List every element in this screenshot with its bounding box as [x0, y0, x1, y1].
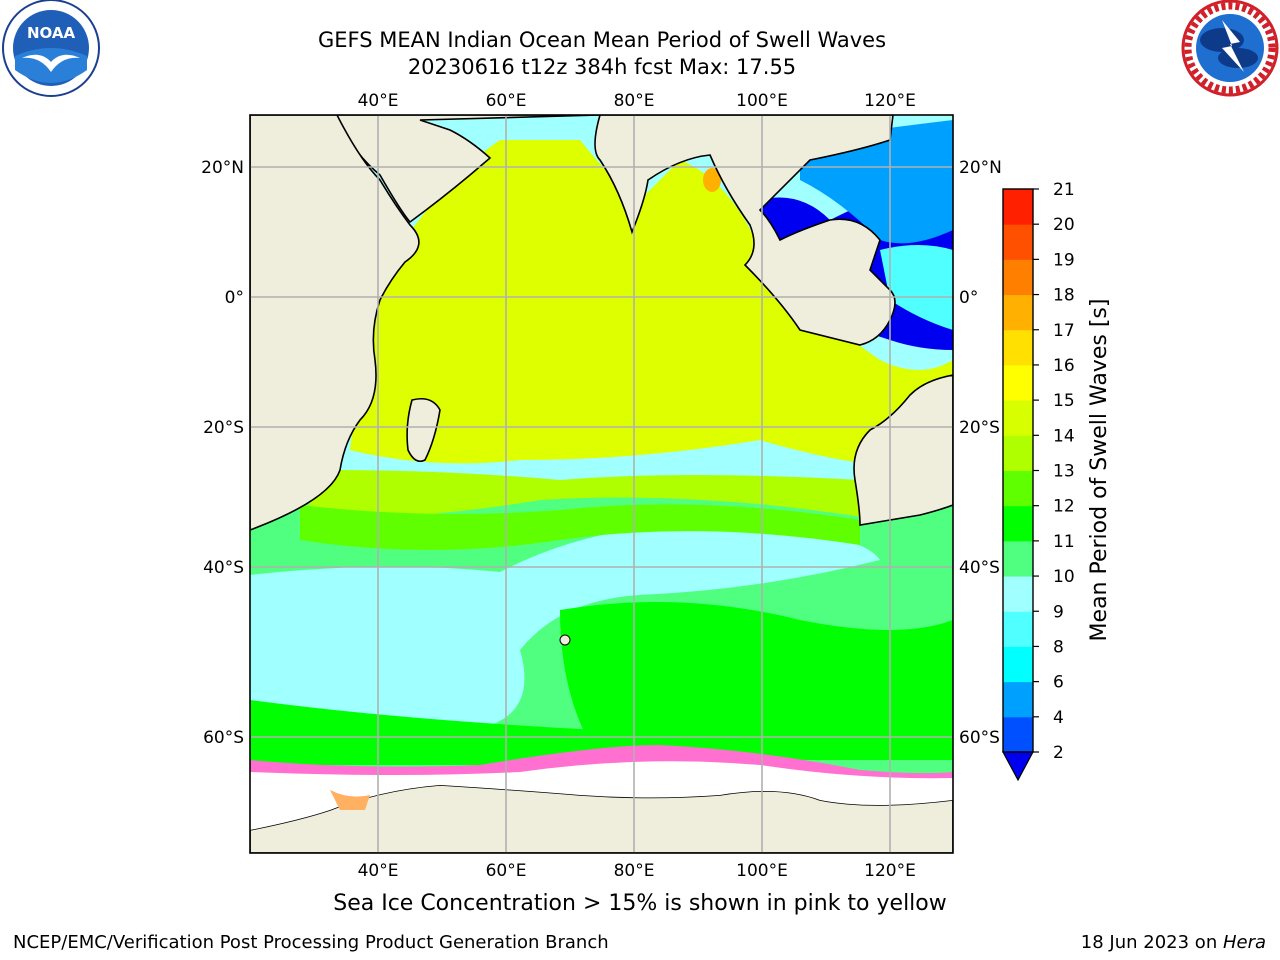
lon-tick-top: 60°E — [486, 91, 527, 111]
lat-tick-right: 0° — [959, 288, 978, 308]
colorbar-swatch — [1003, 224, 1033, 260]
colorbar-tick: 17 — [1053, 321, 1075, 341]
map-area — [250, 115, 953, 853]
footer-credit: NCEP/EMC/Verification Post Processing Pr… — [13, 932, 609, 953]
colorbar-swatch — [1003, 329, 1033, 366]
swell-zone-green-south — [250, 700, 600, 765]
sea-ice-patch-orange — [330, 790, 370, 810]
lat-tick-right: 60°S — [959, 728, 1000, 748]
sea-ice-caption: Sea Ice Concentration > 15% is shown in … — [333, 891, 947, 916]
colorbar-tick: 2 — [1053, 743, 1064, 763]
colorbar-tick: 10 — [1053, 567, 1075, 587]
map-title: GEFS MEAN Indian Ocean Mean Period of Sw… — [317, 28, 887, 52]
noaa-logo: NOAA — [2, 0, 100, 97]
colorbar-under-arrow — [1001, 751, 1035, 782]
lon-tick-top: 120°E — [864, 91, 916, 111]
footer-date-text: 18 Jun 2023 on — [1080, 932, 1223, 953]
nws-logo — [1181, 0, 1279, 97]
colorbar-swatch — [1003, 189, 1033, 225]
colorbar-tick: 14 — [1053, 426, 1075, 446]
land-australia — [853, 374, 953, 526]
colorbar-label: Mean Period of Swell Waves [s] — [1087, 299, 1112, 642]
colorbar-tick: 4 — [1053, 708, 1064, 728]
colorbar-swatch — [1003, 505, 1033, 542]
lon-ticks-bottom: 40°E 60°E 80°E 100°E 120°E — [358, 861, 916, 881]
colorbar-swatch — [1003, 646, 1033, 683]
island-kerguelen — [559, 634, 571, 646]
lat-tick-right: 20°S — [959, 418, 1000, 438]
lon-tick-bottom: 80°E — [614, 861, 655, 881]
lat-tick-left: 20°N — [201, 158, 244, 178]
colorbar-tick: 9 — [1053, 602, 1064, 622]
footer-host: Hera — [1222, 932, 1266, 953]
footer-date: 18 Jun 2023 on Hera — [1081, 932, 1266, 953]
colorbar-tick: 12 — [1053, 497, 1075, 517]
colorbar-tick: 19 — [1053, 250, 1075, 270]
swell-zone-yellow — [350, 140, 953, 470]
colorbar: 2 4 6 8 9 10 11 12 13 14 15 16 17 18 19 20 21 — [1001, 180, 1075, 782]
colorbar-tick: 6 — [1053, 673, 1064, 693]
lon-tick-bottom: 40°E — [358, 861, 399, 881]
colorbar-tick: 18 — [1053, 286, 1075, 306]
lon-tick-bottom: 100°E — [736, 861, 788, 881]
land-madagascar — [406, 397, 441, 463]
colorbar-tick: 16 — [1053, 356, 1075, 376]
colorbar-swatch — [1003, 540, 1033, 577]
map-subtitle: 20230616 t12z 384h fcst Max: 17.55 — [407, 55, 797, 79]
noaa-logo-text: NOAA — [27, 24, 76, 42]
colorbar-tick: 15 — [1053, 391, 1075, 411]
land-asia — [250, 115, 896, 346]
colorbar-swatch — [1003, 716, 1033, 753]
swell-zone-cyan-east — [880, 245, 953, 330]
colorbar-tick: 20 — [1053, 215, 1075, 235]
swell-zone-lime — [300, 504, 860, 550]
colorbar-tick: 8 — [1053, 637, 1064, 657]
lat-tick-right: 40°S — [959, 558, 1000, 578]
lon-tick-bottom: 120°E — [864, 861, 916, 881]
colorbar-tick: 21 — [1053, 180, 1075, 200]
lon-ticks-top: 40°E 60°E 80°E 100°E 120°E — [358, 91, 916, 111]
lon-tick-top: 80°E — [614, 91, 655, 111]
colorbar-tick: 11 — [1053, 532, 1075, 552]
lat-tick-right: 20°N — [959, 158, 1002, 178]
colorbar-tick: 13 — [1053, 462, 1075, 482]
colorbar-swatch — [1003, 400, 1033, 436]
swell-zone-cyan — [250, 524, 880, 730]
colorbar-swatch — [1003, 576, 1033, 612]
colorbar-swatch — [1003, 611, 1033, 647]
lon-tick-top: 100°E — [736, 91, 788, 111]
colorbar-swatch — [1003, 259, 1033, 296]
swell-zone-green-deep — [560, 602, 953, 760]
lat-ticks-right: 20°N 0° 20°S 40°S 60°S — [959, 158, 1002, 748]
graticule — [250, 115, 953, 853]
sea-ice-edge-pink — [250, 745, 953, 779]
colorbar-swatch — [1003, 470, 1033, 507]
lat-ticks-left: 20°N 0° 20°S 40°S 60°S — [201, 158, 244, 748]
swell-zone-yellow-green — [300, 470, 880, 520]
colorbar-swatch — [1003, 681, 1033, 718]
map-frame — [249, 114, 954, 854]
lat-tick-left: 60°S — [203, 728, 244, 748]
lat-tick-left: 0° — [225, 288, 244, 308]
lat-tick-left: 20°S — [203, 418, 244, 438]
lon-tick-top: 40°E — [358, 91, 399, 111]
colorbar-swatch — [1003, 364, 1033, 401]
colorbar-swatch — [1003, 294, 1033, 331]
lat-tick-left: 40°S — [203, 558, 244, 578]
colorbar-swatch — [1003, 435, 1033, 471]
lon-tick-bottom: 60°E — [486, 861, 527, 881]
swell-spot-orange — [703, 168, 721, 192]
